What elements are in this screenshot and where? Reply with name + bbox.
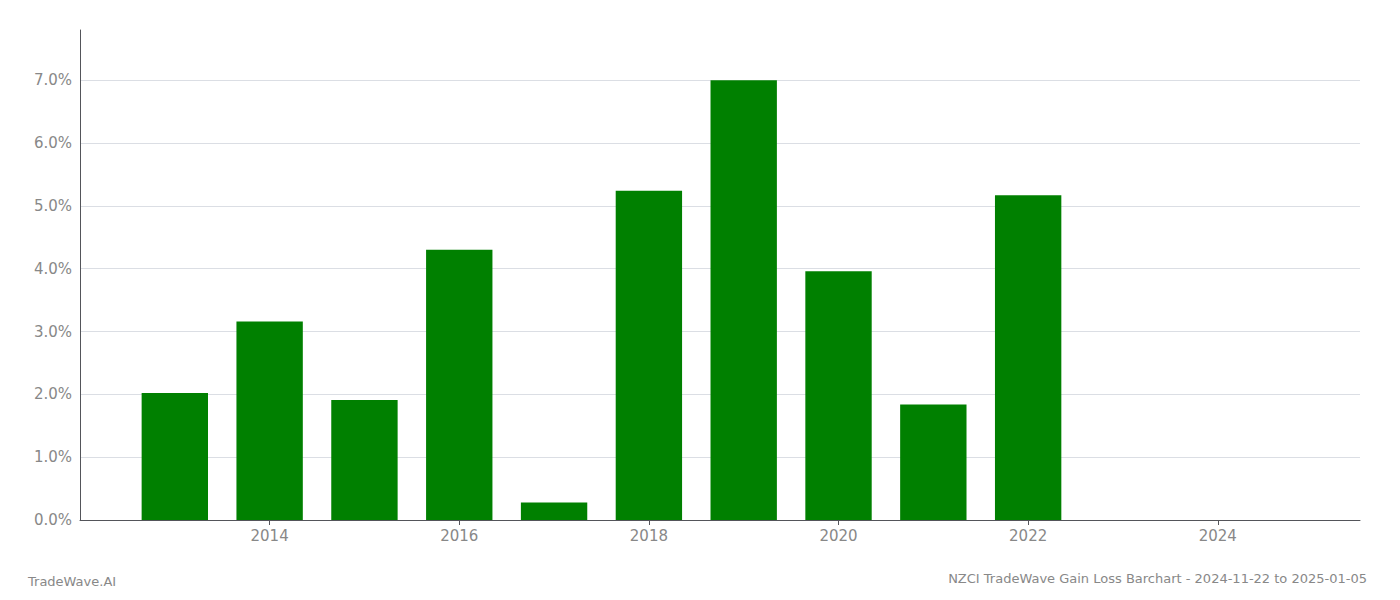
svg-text:7.0%: 7.0% [34, 71, 72, 89]
svg-text:0.0%: 0.0% [34, 511, 72, 529]
svg-text:2014: 2014 [251, 527, 289, 545]
svg-text:2016: 2016 [440, 527, 478, 545]
svg-text:2024: 2024 [1199, 527, 1237, 545]
svg-text:2022: 2022 [1009, 527, 1047, 545]
svg-text:TradeWave.AI: TradeWave.AI [27, 574, 116, 589]
svg-text:2020: 2020 [819, 527, 857, 545]
svg-text:2.0%: 2.0% [34, 385, 72, 403]
svg-text:6.0%: 6.0% [34, 134, 72, 152]
svg-text:3.0%: 3.0% [34, 323, 72, 341]
svg-text:2018: 2018 [630, 527, 668, 545]
svg-text:4.0%: 4.0% [34, 260, 72, 278]
svg-text:5.0%: 5.0% [34, 197, 72, 215]
svg-text:1.0%: 1.0% [34, 448, 72, 466]
svg-text:NZCI TradeWave Gain Loss Barch: NZCI TradeWave Gain Loss Barchart - 2024… [948, 571, 1367, 586]
